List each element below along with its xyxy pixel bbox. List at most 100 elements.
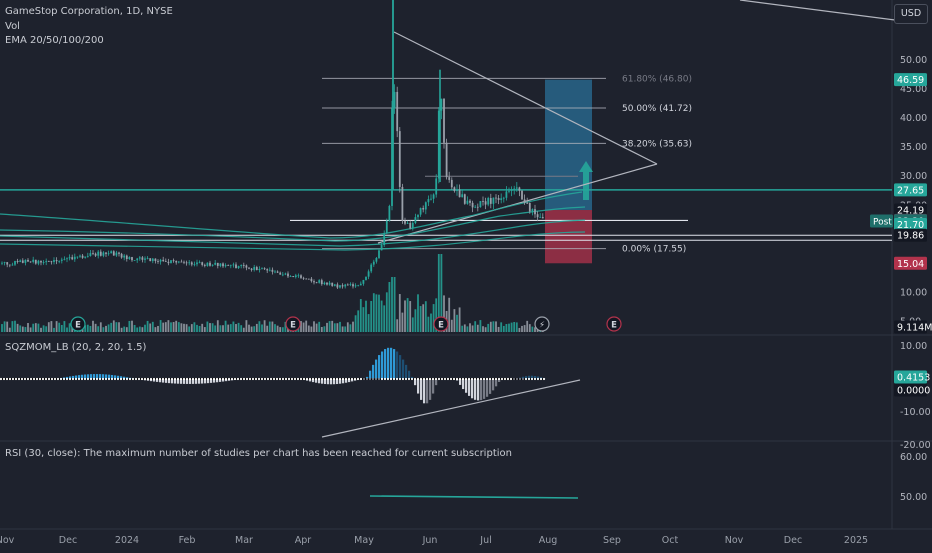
sqz-dot xyxy=(294,378,296,380)
candle xyxy=(4,262,6,263)
sqz-dot xyxy=(501,378,503,380)
currency-button[interactable]: USD xyxy=(894,4,928,24)
volume-bar xyxy=(53,328,55,332)
sqz-dot xyxy=(465,378,467,380)
volume-bar xyxy=(316,324,318,332)
volume-bar xyxy=(415,309,417,332)
volume-bar xyxy=(433,304,435,332)
sqz-dot xyxy=(129,378,131,380)
sqz-dot xyxy=(510,378,512,380)
rsi-legend[interactable]: RSI (30, close): The maximum number of s… xyxy=(5,448,512,459)
candle xyxy=(173,260,175,261)
volume-bar xyxy=(352,322,354,332)
volume-bar xyxy=(160,320,162,332)
volume-legend[interactable]: Vol xyxy=(5,21,20,32)
sqz-dot xyxy=(327,378,329,380)
fib-label: 38.20% (35.63) xyxy=(622,139,692,149)
volume-bar xyxy=(506,324,508,332)
candle xyxy=(212,265,214,266)
candle xyxy=(324,283,326,284)
candle xyxy=(443,99,445,143)
sqz-dot xyxy=(432,378,434,380)
candle xyxy=(56,260,58,261)
volume-bar xyxy=(477,325,479,332)
sqz-dot xyxy=(273,378,275,380)
sqz-dot xyxy=(105,378,107,380)
candle xyxy=(103,252,105,255)
volume-bar xyxy=(116,322,118,332)
candle xyxy=(495,198,497,199)
candle xyxy=(105,252,107,253)
volume-bar xyxy=(121,328,123,332)
candle xyxy=(326,283,328,285)
sqz-dot xyxy=(72,378,74,380)
candle xyxy=(58,261,60,262)
volume-bar xyxy=(339,322,341,332)
candle xyxy=(532,209,534,211)
sqz-bar xyxy=(393,349,395,379)
sqz-dot xyxy=(504,378,506,380)
candle xyxy=(129,257,131,259)
volume-bar xyxy=(38,324,40,332)
candle xyxy=(357,285,359,286)
volume-bar xyxy=(139,327,141,332)
volume-bar xyxy=(412,317,414,332)
sqz-dot xyxy=(420,378,422,380)
candle xyxy=(246,265,248,267)
symbol-title[interactable]: GameStop Corporation, 1D, NYSE xyxy=(5,6,173,17)
volume-bar xyxy=(58,323,60,332)
sqz-dot xyxy=(201,378,203,380)
volume-bar xyxy=(199,326,201,332)
dividend-split-icon: ⚡ xyxy=(535,317,549,331)
squeeze-momentum-legend[interactable]: SQZMOM_LB (20, 2, 20, 1.5) xyxy=(5,342,146,353)
trendline xyxy=(740,0,895,20)
candle xyxy=(74,257,76,259)
sqz-dot xyxy=(447,378,449,380)
volume-bar xyxy=(170,322,172,332)
sqz-dot xyxy=(408,378,410,380)
volume-bar xyxy=(318,322,320,332)
volume-bar xyxy=(209,323,211,332)
volume-bar xyxy=(355,315,357,332)
sqz-dot xyxy=(519,378,521,380)
candle xyxy=(461,194,463,197)
candle xyxy=(178,262,180,263)
volume-bar xyxy=(201,324,203,332)
sqz-dot xyxy=(219,378,221,380)
volume-bar xyxy=(222,325,224,332)
volume-bar xyxy=(350,324,352,332)
sqz-dot xyxy=(375,378,377,380)
sqz-dot xyxy=(396,378,398,380)
candle xyxy=(30,262,32,263)
volume-bar xyxy=(529,324,531,332)
candle xyxy=(347,285,349,286)
sqz-dot xyxy=(516,378,518,380)
candle xyxy=(456,189,458,191)
sqz-dot xyxy=(429,378,431,380)
sqz-dot xyxy=(369,378,371,380)
time-tick-label: Mar xyxy=(235,535,253,546)
volume-bar xyxy=(272,322,274,332)
sqz-dot xyxy=(159,378,161,380)
volume-bar xyxy=(235,324,237,332)
volume-bar xyxy=(451,320,453,332)
candle xyxy=(1,263,3,264)
time-tick-label: Nov xyxy=(725,535,744,546)
candle xyxy=(123,256,125,258)
candle xyxy=(490,198,492,204)
sqz-bar xyxy=(396,352,398,379)
candle xyxy=(77,257,79,258)
ema-legend[interactable]: EMA 20/50/100/200 xyxy=(5,35,104,46)
sqz-dot xyxy=(9,378,11,380)
volume-bar xyxy=(173,322,175,332)
sqz-dot xyxy=(453,378,455,380)
volume-bar xyxy=(407,298,409,332)
sqz-bar xyxy=(468,379,470,396)
sqz-bar xyxy=(402,360,404,379)
fib-label: 61.80% (46.80) xyxy=(622,74,692,84)
volume-bar xyxy=(383,305,385,332)
candle xyxy=(415,217,417,223)
candle xyxy=(331,283,333,286)
